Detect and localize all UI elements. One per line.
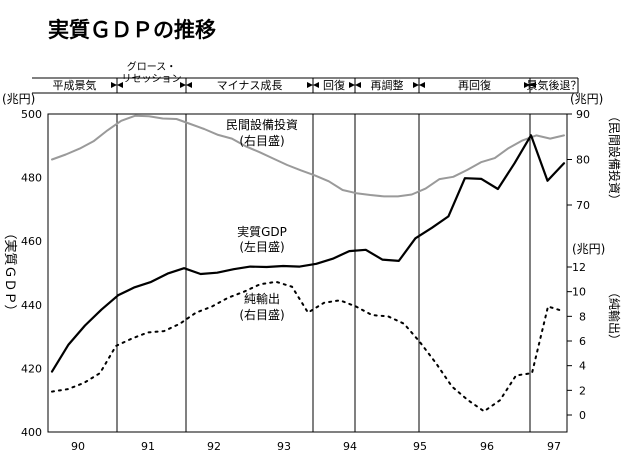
- period-arrow: [117, 82, 123, 88]
- right-upper-tick-label: 90: [576, 108, 590, 121]
- left-tick-label: 500: [21, 108, 42, 121]
- period-arrow: [313, 82, 319, 88]
- period-label: 平成景気: [53, 78, 97, 92]
- x-tick-label: 90: [71, 440, 85, 453]
- label-capex-sub: (右目盛): [239, 133, 284, 148]
- period-label: 再調整: [371, 78, 404, 92]
- left-axis-unit: (兆円): [2, 92, 35, 106]
- right-lower-tick-label: 10: [572, 286, 586, 299]
- left-tick-label: 460: [21, 235, 42, 248]
- period-label: グロース・: [127, 60, 177, 73]
- x-tick-label: 93: [277, 440, 291, 453]
- period-arrow: [111, 82, 117, 88]
- left-axis-label: （実質ＧＤＰ）: [2, 226, 18, 317]
- right-lower-tick-label: 2: [579, 384, 586, 397]
- label-gdp-sub: (左目盛): [239, 239, 284, 254]
- period-label: リセッション: [122, 73, 182, 85]
- x-tick-label: 96: [480, 440, 494, 453]
- period-label: マイナス成長: [217, 79, 283, 92]
- right-lower-tick-label: 8: [579, 310, 586, 323]
- right-lower-tick-label: 4: [579, 360, 586, 373]
- period-arrow: [530, 82, 536, 88]
- period-arrow: [186, 82, 192, 88]
- period-arrow: [180, 82, 186, 88]
- period-arrow: [413, 82, 419, 88]
- right-upper-axis-label: （民間設備投資）: [607, 110, 622, 206]
- label-netexports: 純輸出: [244, 291, 280, 306]
- right-upper-tick-label: 80: [576, 154, 590, 167]
- period-label: 再回復: [458, 79, 491, 92]
- label-gdp: 実質GDP: [237, 224, 287, 239]
- series-line-capex: [51, 114, 565, 198]
- period-arrow: [355, 82, 361, 88]
- right-lower-tick-label: 6: [579, 335, 586, 348]
- right-lower-tick-label: 0: [579, 409, 586, 422]
- right-lower-tick-label: 12: [572, 261, 586, 274]
- right-lower-axis-unit: (兆円): [572, 242, 605, 256]
- right-lower-axis-label: （純輸出）: [607, 286, 622, 346]
- x-tick-label: 92: [207, 440, 221, 453]
- label-capex: 民間設備投資: [226, 117, 298, 132]
- period-label: 回復: [323, 79, 345, 92]
- left-tick-label: 480: [21, 172, 42, 185]
- left-tick-label: 440: [21, 299, 42, 312]
- period-label: 景気後退？: [527, 78, 582, 92]
- x-tick-label: 94: [343, 440, 357, 453]
- label-netexports-sub: (右目盛): [239, 307, 284, 322]
- right-upper-tick-label: 70: [576, 199, 590, 212]
- x-tick-label: 91: [141, 440, 155, 453]
- period-arrow: [349, 82, 355, 88]
- left-tick-label: 420: [21, 362, 42, 375]
- series-line-gdp: [50, 134, 566, 373]
- plot-frame: [47, 113, 568, 433]
- period-arrow: [419, 82, 425, 88]
- period-arrow: [307, 82, 313, 88]
- right-upper-axis-unit: (兆円): [570, 92, 603, 106]
- series-line-net-exports: [51, 280, 565, 413]
- x-tick-label: 97: [547, 440, 561, 453]
- left-tick-label: 400: [21, 426, 42, 439]
- x-tick-label: 95: [413, 440, 427, 453]
- chart-title: 実質ＧＤＰの推移: [48, 18, 216, 42]
- period-arrow: [524, 82, 530, 88]
